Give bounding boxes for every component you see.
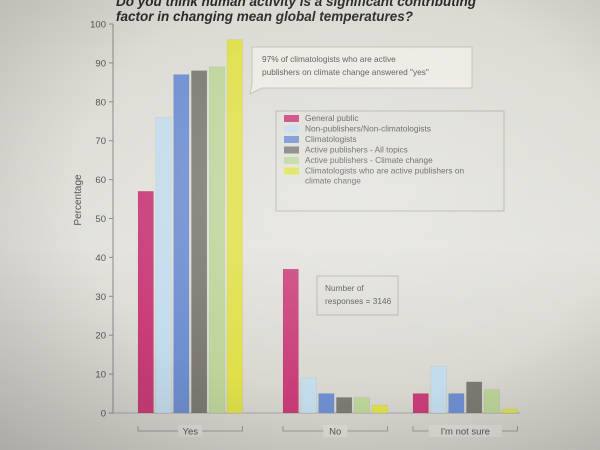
category-label-0: Yes	[183, 427, 199, 438]
legend-swatch-3	[284, 146, 299, 154]
legend-box	[275, 110, 505, 212]
bar-2-1	[430, 366, 447, 414]
callout-text-line-1: publishers on climate change answered "y…	[262, 67, 429, 77]
y-tick-label: 70	[95, 136, 106, 147]
y-tick-label: 90	[95, 58, 106, 69]
category-label-bg-1	[323, 425, 348, 437]
category-labels: Yes No I'm not sure	[137, 425, 518, 438]
legend-label-1-0: Non-publishers/Non-climatologists	[305, 124, 431, 134]
legend: General publicNon-publishers/Non-climato…	[275, 110, 505, 212]
y-tick-label: 10	[95, 370, 106, 381]
y-tick-label: 30	[95, 292, 106, 303]
bar-1-2	[318, 393, 335, 414]
legend-label-4-0: Active publishers - Climate change	[305, 155, 433, 165]
bars	[137, 39, 518, 414]
bar-0-2	[173, 74, 190, 414]
responses-annotation: Number of responses = 3146	[316, 275, 399, 316]
bar-2-5	[501, 408, 518, 414]
legend-swatch-5	[284, 167, 299, 175]
chart-title: Do you think human activity is a signifi…	[116, 0, 477, 24]
bar-1-3	[336, 397, 353, 414]
y-tick-label: 0	[101, 409, 106, 420]
bar-0-0	[137, 191, 154, 414]
legend-label-2-0: Climatologists	[305, 134, 357, 144]
bar-2-3	[466, 381, 483, 414]
y-tick-label: 60	[95, 175, 106, 186]
y-tick-label: 50	[95, 214, 106, 225]
category-label-2: I'm not sure	[441, 427, 490, 438]
callout-text-line-0: 97% of climatologists who are active	[262, 54, 396, 64]
legend-label-5-1: climate change	[305, 176, 361, 186]
bar-0-4	[208, 66, 225, 414]
responses-text-line-1: responses = 3146	[325, 296, 392, 306]
chart-title-line-1: factor in changing mean global temperatu…	[116, 9, 413, 24]
legend-swatch-4	[284, 157, 299, 164]
bar-2-2	[448, 393, 465, 414]
bar-0-3	[191, 70, 208, 414]
y-axis-label: Percentage	[73, 174, 84, 226]
legend-swatch-2	[284, 136, 299, 143]
legend-swatch-1	[284, 125, 299, 133]
responses-box	[316, 275, 399, 316]
y-tick-label: 20	[95, 331, 106, 342]
bar-2-4	[483, 389, 500, 414]
bar-0-1	[155, 117, 172, 414]
y-tick-label: 100	[90, 20, 106, 31]
legend-swatch-0	[284, 115, 299, 122]
bar-0-5	[226, 39, 243, 414]
category-label-bg-2	[428, 425, 502, 437]
callout-box	[249, 46, 473, 95]
category-label-1: No	[329, 427, 341, 438]
bar-1-4	[353, 397, 370, 414]
responses-text-line-0: Number of	[325, 283, 364, 293]
callout-annotation: 97% of climatologists who are active publ…	[249, 46, 473, 95]
bar-1-5	[371, 404, 388, 414]
bar-1-1	[300, 377, 317, 414]
y-tick-label: 80	[95, 97, 106, 108]
y-tick-label: 40	[95, 253, 106, 264]
bar-2-0	[412, 393, 429, 414]
category-label-bg-0	[178, 425, 203, 437]
chart-title-line-0: Do you think human activity is a signifi…	[116, 0, 477, 9]
bar-1-0	[282, 268, 299, 414]
legend-label-5-0: Climatologists who are active publishers…	[305, 166, 464, 176]
legend-label-0-0: General public	[305, 113, 359, 123]
legend-label-3-0: Active publishers - All topics	[305, 145, 408, 155]
